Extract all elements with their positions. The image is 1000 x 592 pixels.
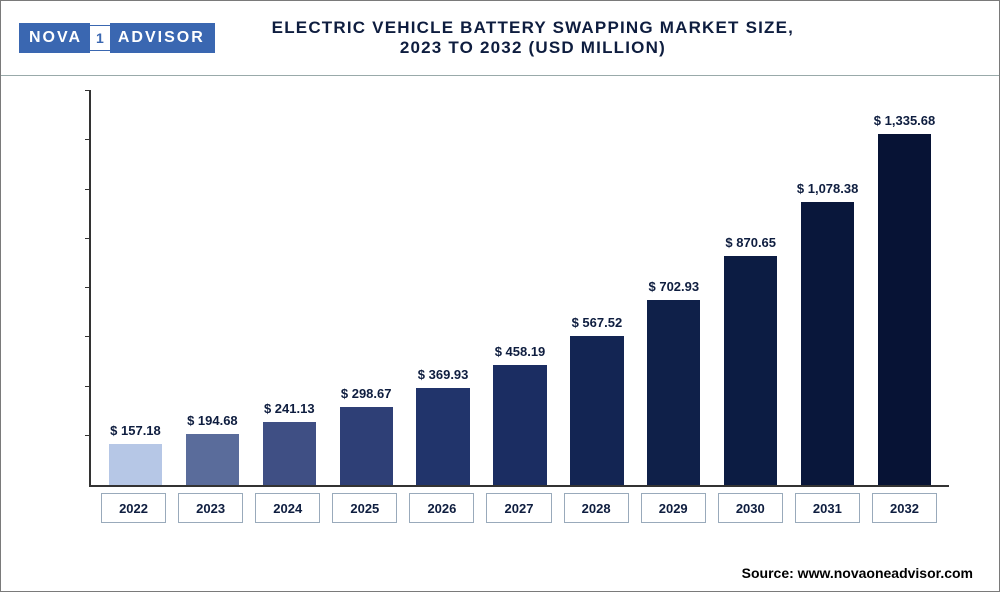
x-axis-label: 2027: [486, 493, 551, 523]
bar-column: $ 1,335.68: [872, 91, 937, 485]
source-attribution: Source: www.novaoneadvisor.com: [742, 565, 973, 581]
bar-column: $ 241.13: [257, 91, 322, 485]
bar: [416, 388, 469, 485]
bar: [263, 422, 316, 485]
x-axis-label: 2025: [332, 493, 397, 523]
bar-value-label: $ 298.67: [321, 386, 412, 401]
bar-value-label: $ 369.93: [398, 367, 489, 382]
x-axis-label: 2031: [795, 493, 860, 523]
bar-value-label: $ 241.13: [244, 401, 335, 416]
x-axis-label: 2032: [872, 493, 937, 523]
x-axis-label: 2029: [641, 493, 706, 523]
bar: [570, 336, 623, 485]
x-axis-label: 2023: [178, 493, 243, 523]
header-divider: [1, 75, 999, 76]
bar: [878, 134, 931, 485]
bar-value-label: $ 567.52: [551, 315, 642, 330]
chart-area: $ 157.18$ 194.68$ 241.13$ 298.67$ 369.93…: [51, 91, 949, 543]
bar: [647, 300, 700, 485]
bar: [724, 256, 777, 485]
y-tick: [85, 90, 91, 91]
x-axis-label: 2028: [564, 493, 629, 523]
bar: [109, 444, 162, 485]
bar-value-label: $ 870.65: [705, 235, 796, 250]
bar-column: $ 870.65: [718, 91, 783, 485]
header: NOVA 1 ADVISOR ELECTRIC VEHICLE BATTERY …: [1, 1, 999, 75]
x-axis: 2022 2023 2024 2025 2026 2027 2028 2029 2030 2031…: [89, 493, 949, 523]
x-axis-label: 2024: [255, 493, 320, 523]
chart-title-line2: 2023 TO 2032 (USD MILLION): [215, 38, 851, 58]
logo-part-one: 1: [89, 25, 111, 51]
bar: [340, 407, 393, 485]
chart-frame: NOVA 1 ADVISOR ELECTRIC VEHICLE BATTERY …: [0, 0, 1000, 592]
y-tick: [85, 435, 91, 436]
plot-area: $ 157.18$ 194.68$ 241.13$ 298.67$ 369.93…: [89, 91, 949, 487]
bar-column: $ 458.19: [488, 91, 553, 485]
logo-part-advisor: ADVISOR: [110, 23, 215, 53]
bar-column: $ 567.52: [564, 91, 629, 485]
bar-value-label: $ 702.93: [628, 279, 719, 294]
bar-row: $ 157.18$ 194.68$ 241.13$ 298.67$ 369.93…: [91, 91, 949, 485]
bar-column: $ 298.67: [334, 91, 399, 485]
bar-column: $ 194.68: [180, 91, 245, 485]
y-tick: [85, 386, 91, 387]
logo-part-nova: NOVA: [19, 23, 90, 53]
y-tick: [85, 336, 91, 337]
y-tick: [85, 287, 91, 288]
bar-column: $ 702.93: [641, 91, 706, 485]
y-tick: [85, 139, 91, 140]
y-tick: [85, 238, 91, 239]
bar-column: $ 157.18: [103, 91, 168, 485]
x-axis-label: 2026: [409, 493, 474, 523]
x-axis-label: 2030: [718, 493, 783, 523]
bar-value-label: $ 1,078.38: [782, 181, 873, 196]
bar-value-label: $ 458.19: [475, 344, 566, 359]
chart-title: ELECTRIC VEHICLE BATTERY SWAPPING MARKET…: [215, 18, 981, 58]
y-tick: [85, 189, 91, 190]
brand-logo: NOVA 1 ADVISOR: [19, 22, 215, 54]
bar: [801, 202, 854, 485]
bar: [186, 434, 239, 485]
chart-title-line1: ELECTRIC VEHICLE BATTERY SWAPPING MARKET…: [215, 18, 851, 38]
bar: [493, 365, 546, 485]
bar-column: $ 1,078.38: [795, 91, 860, 485]
bar-column: $ 369.93: [411, 91, 476, 485]
x-axis-label: 2022: [101, 493, 166, 523]
bar-value-label: $ 1,335.68: [859, 113, 950, 128]
